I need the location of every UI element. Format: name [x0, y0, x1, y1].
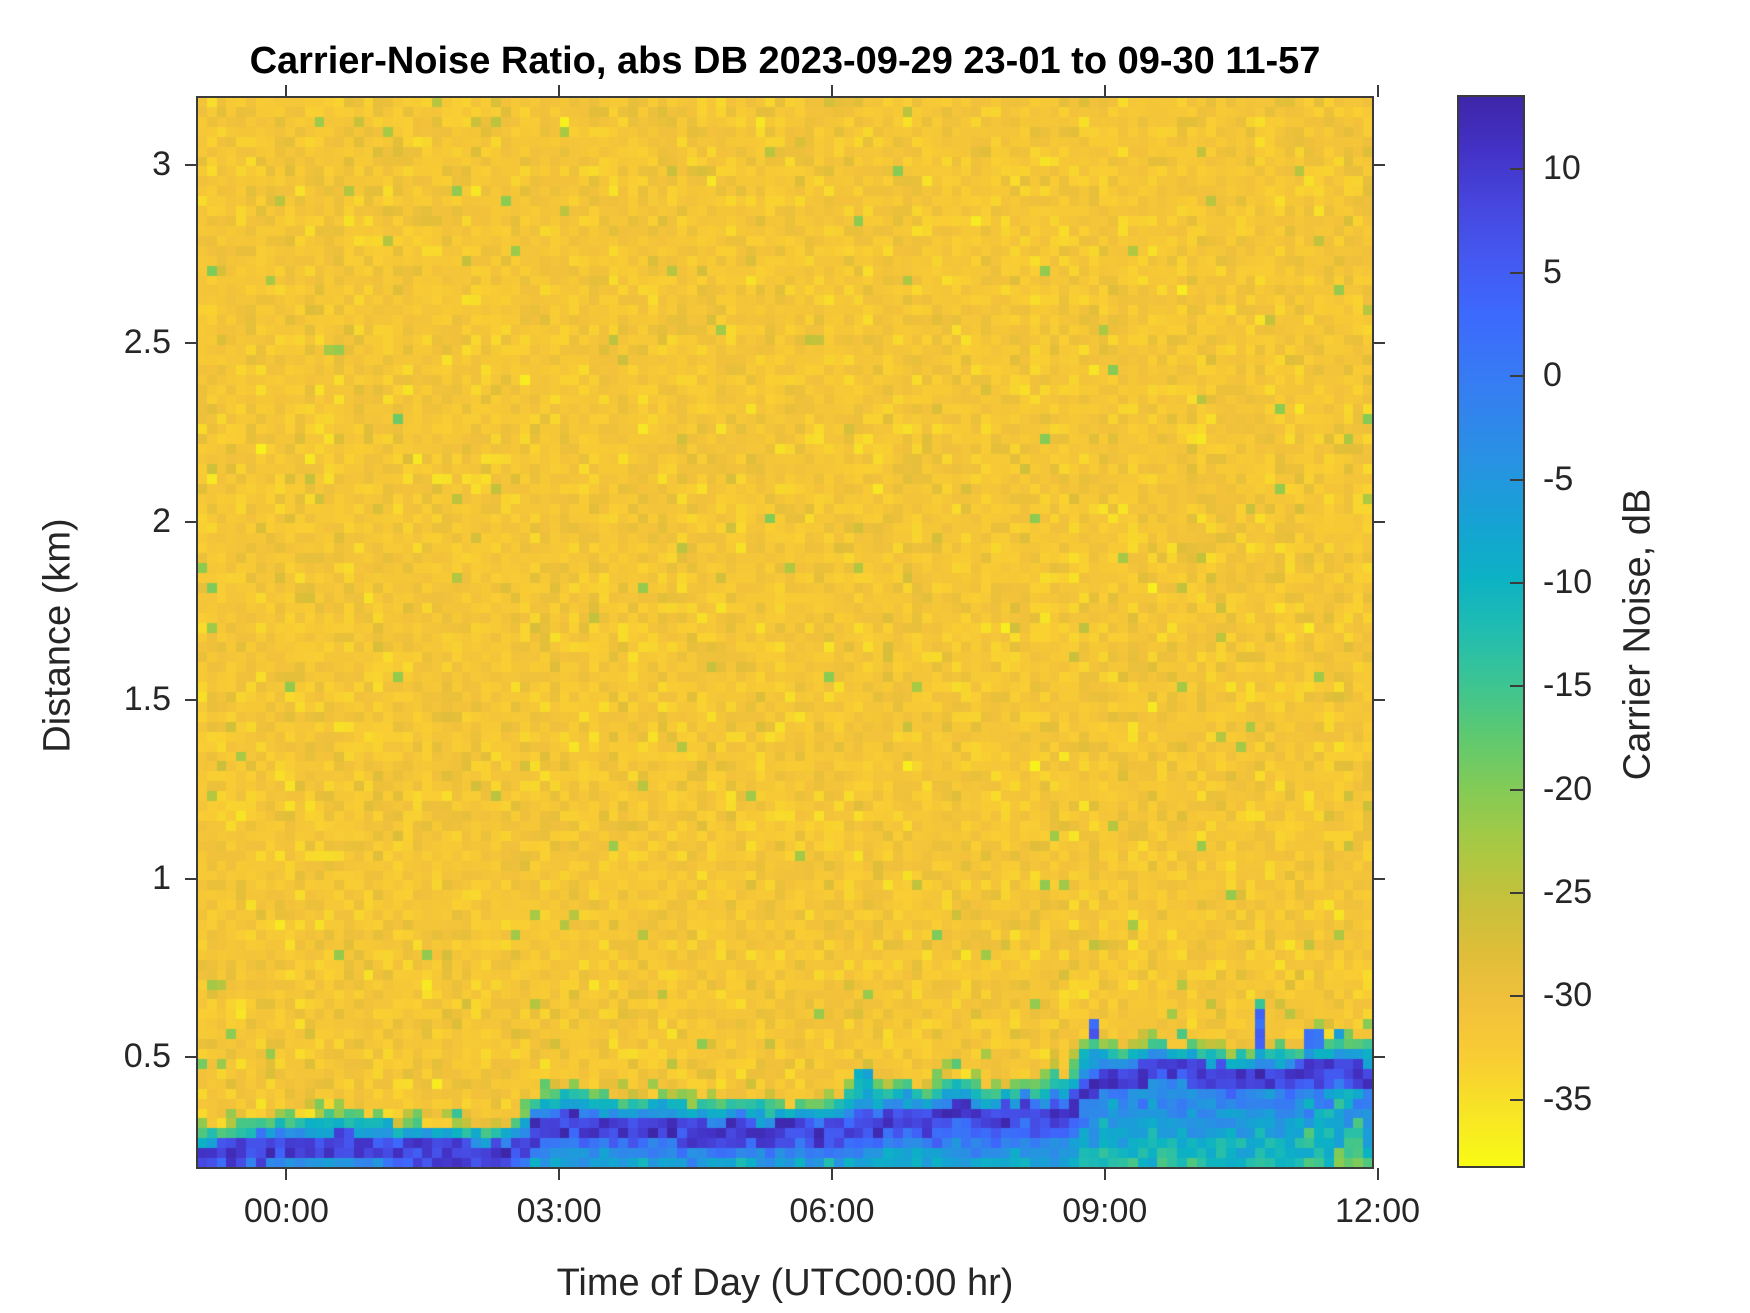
x-tick-label: 00:00	[243, 1192, 329, 1230]
x-tick-label: 12:00	[1334, 1192, 1421, 1230]
colorbar-tick-mark	[1510, 478, 1523, 481]
colorbar-tick-label: -15	[1543, 666, 1593, 705]
x-tick-mark-top	[1376, 85, 1379, 97]
x-tick-mark	[558, 1168, 561, 1180]
colorbar-tick-mark	[1510, 788, 1523, 791]
y-tick-mark-right	[1373, 877, 1385, 880]
colorbar	[1457, 95, 1525, 1168]
y-tick-mark	[185, 699, 197, 702]
y-tick-label: 2.5	[123, 323, 171, 362]
x-tick-mark	[1103, 1168, 1106, 1180]
y-tick-mark	[185, 163, 197, 166]
colorbar-label: Carrier Noise, dB	[1616, 488, 1659, 781]
colorbar-tick-mark	[1510, 271, 1523, 274]
y-tick-mark-right	[1373, 520, 1385, 523]
y-tick-mark-right	[1373, 699, 1385, 702]
x-tick-mark-top	[558, 85, 561, 97]
heatmap-canvas	[197, 97, 1373, 1168]
y-tick-mark	[185, 342, 197, 345]
colorbar-tick-mark	[1510, 375, 1523, 378]
x-tick-mark	[1376, 1168, 1379, 1180]
x-tick-label: 03:00	[516, 1192, 602, 1230]
colorbar-tick-label: -10	[1543, 562, 1593, 601]
x-tick-mark-top	[285, 85, 288, 97]
colorbar-tick-label: -30	[1543, 976, 1593, 1015]
y-tick-mark	[185, 877, 197, 880]
x-tick-mark-top	[830, 85, 833, 97]
colorbar-tick-label: -35	[1543, 1079, 1593, 1118]
y-axis-label: Distance (km)	[36, 518, 79, 753]
colorbar-tick-mark	[1510, 995, 1523, 998]
colorbar-tick-mark	[1510, 892, 1523, 895]
x-tick-mark	[830, 1168, 833, 1180]
colorbar-tick-label: 0	[1543, 356, 1562, 395]
y-tick-label: 0.5	[123, 1037, 171, 1076]
colorbar-tick-mark	[1510, 581, 1523, 584]
y-tick-mark	[185, 1056, 197, 1059]
x-tick-mark	[285, 1168, 288, 1180]
y-tick-label: 1.5	[123, 680, 171, 719]
chart-title: Carrier-Noise Ratio, abs DB 2023-09-29 2…	[249, 40, 1321, 82]
colorbar-tick-mark	[1510, 685, 1523, 688]
colorbar-tick-label: 10	[1543, 149, 1581, 188]
colorbar-tick-mark	[1510, 1098, 1523, 1101]
x-tick-mark-top	[1103, 85, 1106, 97]
colorbar-tick-label: 5	[1543, 252, 1562, 291]
colorbar-tick-mark	[1510, 168, 1523, 171]
y-tick-mark-right	[1373, 342, 1385, 345]
x-tick-label: 09:00	[1062, 1192, 1148, 1230]
y-tick-label: 2	[152, 501, 171, 540]
colorbar-tick-label: -25	[1543, 873, 1593, 912]
y-tick-mark	[185, 520, 197, 523]
colorbar-tick-label: -5	[1543, 459, 1574, 498]
y-tick-label: 1	[152, 858, 171, 897]
colorbar-tick-label: -20	[1543, 769, 1593, 808]
y-tick-mark-right	[1373, 1056, 1385, 1059]
x-axis-label: Time of Day (UTC00:00 hr)	[556, 1262, 1014, 1304]
y-tick-mark-right	[1373, 163, 1385, 166]
x-tick-label: 06:00	[789, 1192, 875, 1230]
y-tick-label: 3	[152, 144, 171, 183]
